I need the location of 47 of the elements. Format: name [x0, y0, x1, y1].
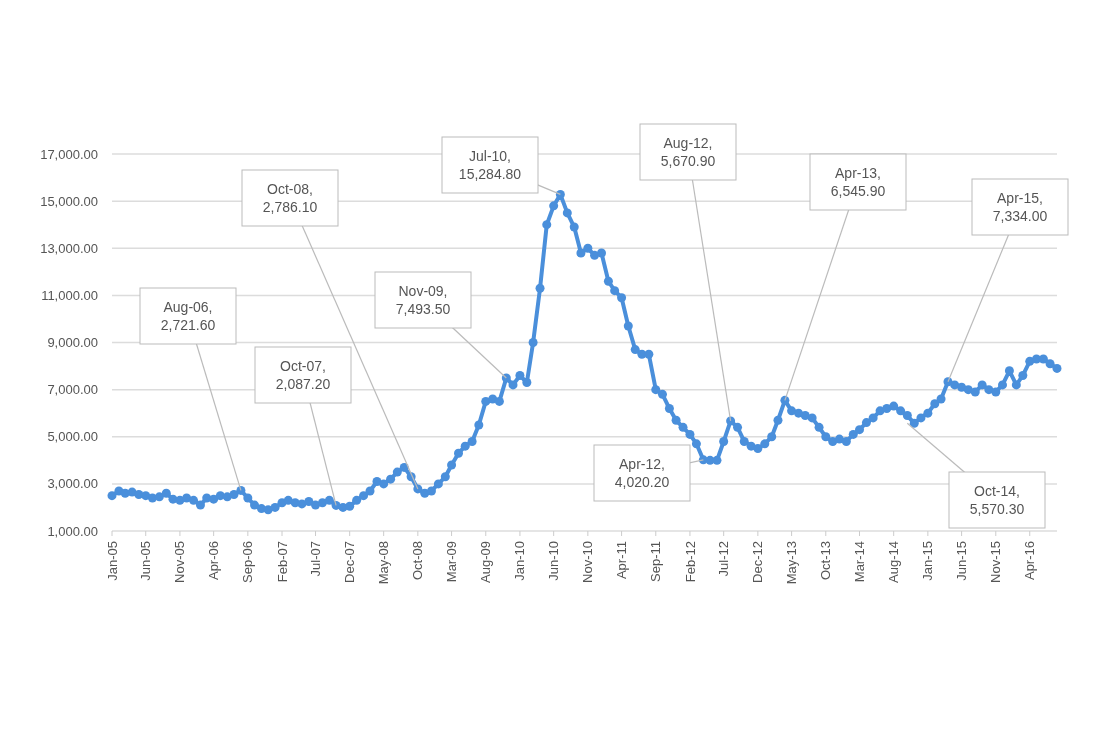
y-tick-label: 17,000.00 [40, 146, 98, 162]
x-tick-label: Jun-15 [954, 541, 970, 581]
x-tick-label: Apr-16 [1022, 541, 1038, 581]
x-tick-label: May-13 [784, 541, 800, 585]
x-tick-label: Aug-09 [478, 541, 494, 583]
x-tick-label: Jan-05 [104, 541, 120, 581]
y-tick-label: 7,000.00 [47, 382, 98, 398]
x-tick-label: Jan-10 [512, 541, 528, 581]
y-tick-label: 15,000.00 [40, 193, 98, 209]
x-tick-label: Oct-13 [818, 541, 834, 581]
y-tick-label: 9,000.00 [47, 335, 98, 351]
annotation: Apr-15, 7,334.00 [992, 189, 1048, 224]
x-tick-label: Jun-05 [138, 541, 154, 581]
annotation: Apr-12, 4,020.20 [614, 455, 670, 490]
x-tick-label: Apr-11 [614, 541, 630, 580]
y-tick-label: 13,000.00 [40, 240, 98, 256]
x-tick-label: Mar-09 [444, 541, 460, 583]
annotation: Aug-06, 2,721.60 [160, 298, 216, 333]
y-tick-label: 11,000.00 [41, 287, 98, 303]
x-tick-label: Sep-06 [240, 541, 256, 583]
x-tick-label: Dec-12 [750, 541, 766, 583]
x-tick-label: Nov-10 [580, 541, 596, 583]
annotation: Aug-12, 5,670.90 [660, 134, 716, 169]
y-tick-label: 1,000.00 [47, 523, 98, 539]
x-tick-label: Jul-07 [308, 541, 324, 577]
x-tick-label: Sep-11 [648, 541, 664, 582]
x-tick-label: Jan-15 [920, 541, 936, 581]
x-tick-label: Jun-10 [546, 541, 562, 581]
x-tick-label: May-08 [376, 541, 392, 585]
y-tick-label: 5,000.00 [47, 429, 98, 445]
annotation: Oct-08, 2,786.10 [262, 180, 318, 215]
annotation: Oct-07, 2,087.20 [275, 357, 331, 392]
annotation: Jul-10, 15,284.80 [458, 147, 522, 182]
y-tick-label: 3,000.00 [47, 476, 98, 492]
x-tick-label: Nov-15 [988, 541, 1004, 583]
x-tick-label: Dec-07 [342, 541, 358, 583]
x-tick-label: Jul-12 [716, 541, 732, 577]
x-tick-label: Oct-08 [410, 541, 426, 581]
x-tick-label: Nov-05 [172, 541, 188, 583]
x-tick-label: Feb-07 [274, 541, 290, 583]
x-tick-label: Aug-14 [886, 541, 902, 583]
annotation: Oct-14, 5,570.30 [969, 482, 1025, 517]
x-tick-label: Mar-14 [852, 541, 868, 583]
annotation: Nov-09, 7,493.50 [395, 282, 451, 317]
x-tick-label: Apr-06 [206, 541, 222, 581]
annotation: Apr-13, 6,545.90 [830, 164, 886, 199]
x-tick-label: Feb-12 [682, 541, 698, 583]
